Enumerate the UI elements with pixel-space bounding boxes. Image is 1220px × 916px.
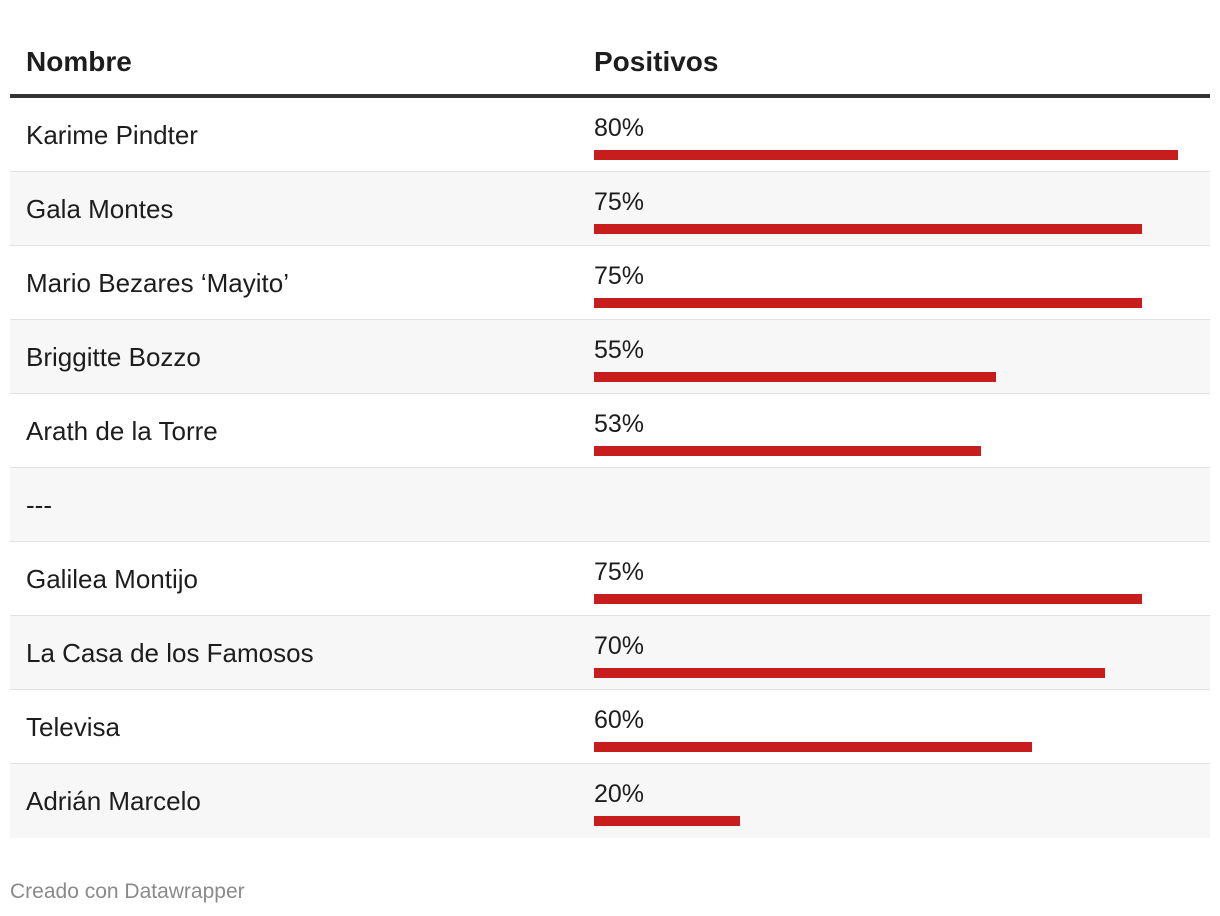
row-bar <box>594 742 1032 752</box>
row-value-label: 53% <box>594 410 645 438</box>
table-row: La Casa de los Famosos 70% <box>10 616 1210 690</box>
row-name: Gala Montes <box>26 194 174 224</box>
table-row: Briggitte Bozzo 55% <box>10 320 1210 394</box>
table-row: Adrián Marcelo 20% <box>10 764 1210 838</box>
row-name: Galilea Montijo <box>26 564 198 594</box>
row-name: Briggitte Bozzo <box>26 342 201 372</box>
row-bar <box>594 372 996 382</box>
row-bar <box>594 150 1178 160</box>
table-row: --- <box>10 468 1210 542</box>
row-value-label: 80% <box>594 114 645 142</box>
datawrapper-credit: Creado con Datawrapper <box>10 880 245 903</box>
table-row: Gala Montes 75% <box>10 172 1210 246</box>
table-row: Mario Bezares ‘Mayito’ 75% <box>10 246 1210 320</box>
column-header-nombre[interactable]: Nombre <box>26 46 132 77</box>
row-bar <box>594 668 1105 678</box>
row-name: Adrián Marcelo <box>26 786 201 816</box>
table-row: Arath de la Torre 53% <box>10 394 1210 468</box>
row-bar <box>594 224 1142 234</box>
table-body: Karime Pindter 80% Gala Montes 75% Mario Bez… <box>10 98 1210 838</box>
row-value-label: 75% <box>594 188 645 216</box>
table-row: Karime Pindter 80% <box>10 98 1210 172</box>
row-bar <box>594 816 740 826</box>
row-value-label: 55% <box>594 336 645 364</box>
row-name: Karime Pindter <box>26 120 198 150</box>
row-bar <box>594 594 1142 604</box>
row-name: --- <box>26 490 52 520</box>
row-value-label: 60% <box>594 706 645 734</box>
row-name: Mario Bezares ‘Mayito’ <box>26 268 289 298</box>
row-value-label: 20% <box>594 780 645 808</box>
row-name: Televisa <box>26 712 120 742</box>
table-row: Televisa 60% <box>10 690 1210 764</box>
row-name: Arath de la Torre <box>26 416 218 446</box>
row-value-label: 75% <box>594 558 645 586</box>
row-value-label: 75% <box>594 262 645 290</box>
row-name: La Casa de los Famosos <box>26 638 314 668</box>
data-table: Nombre Positivos Karime Pindter 80% Gala M… <box>10 20 1210 838</box>
row-bar <box>594 446 981 456</box>
table-header: Nombre Positivos <box>10 20 1210 98</box>
row-value-label: 70% <box>594 632 645 660</box>
row-bar <box>594 298 1142 308</box>
column-header-positivos[interactable]: Positivos <box>594 46 719 77</box>
table-row: Galilea Montijo 75% <box>10 542 1210 616</box>
